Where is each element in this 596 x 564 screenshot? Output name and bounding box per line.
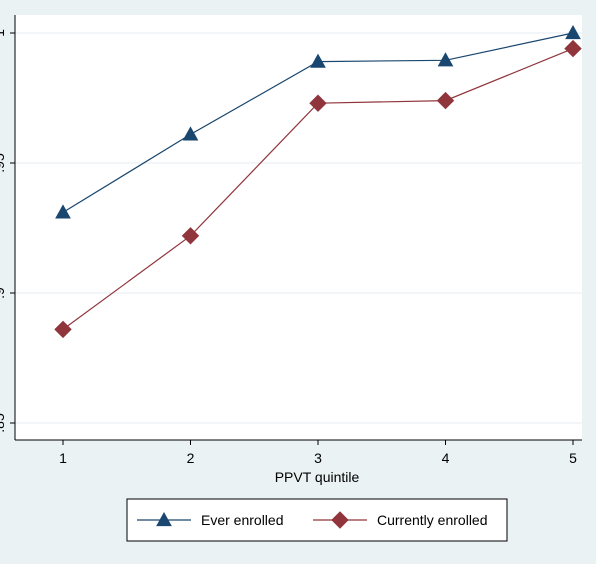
series-layer <box>54 24 582 339</box>
legend-marker-diamond <box>331 511 349 529</box>
legend: Ever enrolled Currently enrolled <box>126 498 508 542</box>
x-axis-title: PPVT quintile <box>275 469 360 485</box>
data-point-triangle <box>565 24 581 40</box>
grid-lines <box>15 32 582 424</box>
y-tick-label: 1 <box>0 29 7 37</box>
y-tick-label: .85 <box>0 413 7 433</box>
data-point-diamond <box>54 320 72 339</box>
x-tick-label: 3 <box>314 450 322 466</box>
data-point-triangle <box>182 126 199 141</box>
axes: .85 .9 .95 1 1 2 3 4 5 <box>0 15 582 466</box>
data-point-triangle <box>55 204 71 219</box>
data-point-triangle <box>437 52 454 67</box>
x-tick-label: 2 <box>187 450 195 466</box>
data-point-diamond <box>436 91 455 110</box>
x-tick-label: 1 <box>59 450 67 466</box>
legend-label: Ever enrolled <box>201 512 284 528</box>
x-tick-label: 4 <box>442 450 450 466</box>
data-point-diamond <box>309 94 327 112</box>
y-tick-label: .95 <box>0 153 7 173</box>
data-point-diamond <box>181 227 200 245</box>
data-point-diamond <box>564 39 582 58</box>
legend-marker-triangle <box>156 511 172 527</box>
y-tick-label: .9 <box>0 287 7 299</box>
legend-label: Currently enrolled <box>377 512 488 528</box>
plot-area <box>15 15 582 440</box>
x-tick-label: 5 <box>569 450 577 466</box>
data-point-triangle <box>310 53 326 68</box>
